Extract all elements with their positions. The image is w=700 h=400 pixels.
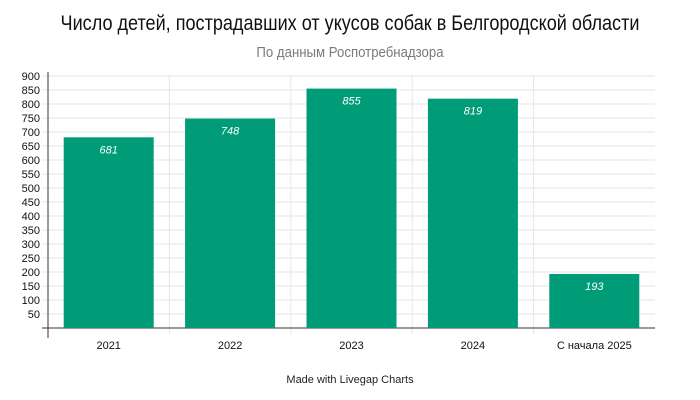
x-tick-label: 2021	[96, 340, 120, 352]
data-label: 748	[221, 126, 240, 138]
chart-subtitle: По данным Роспотребнадзора	[256, 44, 444, 61]
bar	[549, 273, 640, 328]
bar	[427, 98, 518, 329]
y-tick-label: 200	[22, 267, 40, 279]
y-tick-label: 350	[22, 225, 40, 237]
data-label: 193	[585, 281, 604, 293]
y-tick-label: 900	[22, 71, 40, 83]
y-tick-label: 600	[22, 155, 40, 167]
data-label: 681	[100, 144, 118, 156]
x-tick-label: 2024	[461, 340, 485, 352]
x-tick-label: С начала 2025	[557, 340, 632, 352]
y-tick-label: 300	[22, 239, 40, 251]
data-label: 819	[464, 106, 482, 118]
y-tick-label: 650	[22, 141, 40, 153]
y-tick-label: 550	[22, 169, 40, 181]
x-tick-label: 2022	[218, 340, 242, 352]
chart-title: Число детей, пострадавших от укусов соба…	[60, 12, 640, 35]
bar	[185, 118, 276, 328]
y-tick-label: 450	[22, 197, 40, 209]
y-tick-label: 100	[22, 295, 40, 307]
y-tick-label: 50	[28, 309, 40, 321]
bar	[63, 137, 154, 328]
y-tick-label: 850	[22, 85, 40, 97]
x-tick-label: 2023	[339, 340, 363, 352]
y-tick-label: 250	[22, 253, 40, 265]
y-tick-label: 400	[22, 211, 40, 223]
y-tick-label: 800	[22, 99, 40, 111]
y-tick-label: 500	[22, 183, 40, 195]
y-tick-label: 700	[22, 127, 40, 139]
footer-credit: Made with Livegap Charts	[286, 374, 414, 386]
y-tick-label: 750	[22, 113, 40, 125]
data-label: 855	[342, 96, 361, 108]
bar	[306, 88, 397, 328]
y-tick-label: 150	[22, 281, 40, 293]
